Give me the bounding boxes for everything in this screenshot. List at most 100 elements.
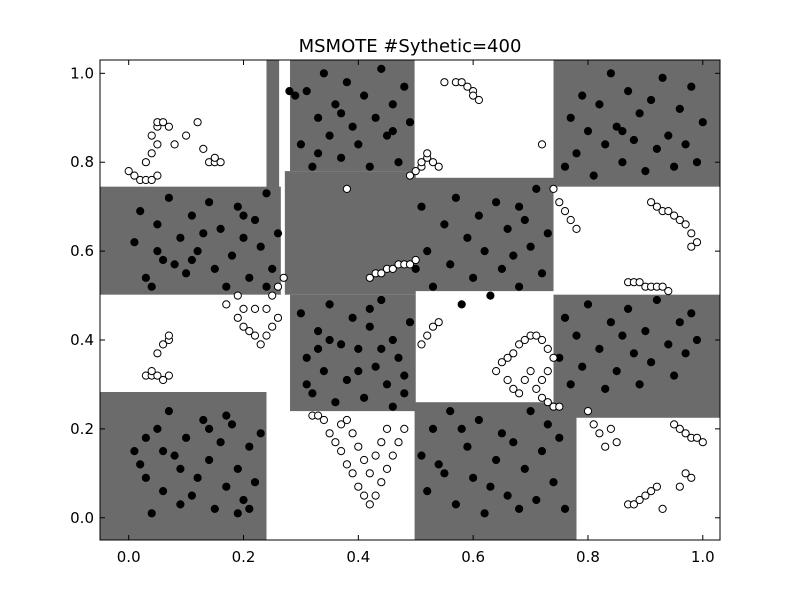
synthetic-point-132 (647, 198, 656, 207)
majority-point-82 (314, 149, 323, 158)
majority-point-169 (595, 100, 604, 109)
synthetic-point-38 (250, 331, 260, 340)
majority-point-128 (520, 215, 529, 225)
majority-point-175 (629, 135, 639, 145)
synthetic-point-0 (124, 167, 133, 176)
majority-point-74 (377, 64, 386, 74)
majority-point-202 (641, 327, 650, 336)
majority-point-201 (635, 380, 644, 389)
majority-point-154 (537, 447, 547, 456)
majority-point-68 (342, 78, 351, 87)
synthetic-point-27 (147, 367, 156, 376)
majority-point-119 (463, 233, 472, 242)
synthetic-point-28 (153, 349, 162, 358)
majority-point-135 (486, 291, 495, 300)
majority-point-120 (469, 273, 478, 282)
majority-point-141 (446, 407, 455, 416)
majority-point-183 (675, 104, 684, 114)
majority-point-136 (515, 202, 524, 211)
majority-point-143 (463, 442, 472, 451)
synthetic-point-31 (164, 331, 173, 340)
synthetic-point-168 (698, 438, 707, 447)
majority-point-159 (434, 460, 443, 469)
majority-point-126 (509, 251, 518, 260)
majority-point-199 (624, 304, 633, 313)
majority-point-168 (589, 171, 598, 180)
synthetic-point-125 (520, 375, 529, 385)
majority-point-94 (348, 313, 357, 322)
majority-point-63 (314, 113, 323, 122)
majority-point-26 (176, 464, 185, 473)
synthetic-point-53 (388, 264, 397, 273)
synthetic-point-51 (377, 269, 386, 278)
majority-point-30 (130, 238, 139, 247)
synthetic-point-37 (245, 327, 254, 336)
majority-point-104 (405, 318, 415, 327)
majority-point-161 (486, 482, 495, 491)
synthetic-point-57 (411, 255, 420, 265)
synthetic-point-105 (497, 358, 506, 367)
majority-point-140 (440, 469, 449, 478)
majority-point-173 (618, 158, 627, 167)
majority-point-58 (187, 255, 196, 265)
majority-point-167 (583, 127, 593, 136)
synthetic-point-149 (664, 287, 673, 296)
majority-point-17 (245, 442, 254, 451)
synthetic-point-8 (153, 140, 162, 149)
synthetic-point-15 (182, 131, 191, 140)
synthetic-point-96 (342, 415, 351, 425)
majority-point-41 (210, 264, 219, 273)
synthetic-point-25 (159, 375, 168, 385)
majority-point-210 (692, 335, 702, 345)
synthetic-point-170 (687, 473, 696, 482)
majority-point-28 (233, 509, 242, 518)
synthetic-point-124 (515, 389, 524, 398)
majority-point-39 (193, 247, 202, 256)
majority-point-156 (549, 478, 558, 487)
synthetic-point-116 (537, 375, 547, 385)
data-points (124, 64, 707, 518)
synthetic-point-58 (417, 340, 426, 349)
synthetic-point-101 (371, 451, 380, 460)
synthetic-point-119 (543, 398, 552, 407)
majority-point-162 (515, 504, 524, 513)
majority-point-84 (388, 127, 397, 136)
majority-point-34 (159, 255, 168, 265)
y-tick-label: 0.6 (70, 242, 94, 260)
synthetic-point-111 (532, 331, 541, 340)
synthetic-point-56 (405, 260, 415, 269)
majority-point-25 (141, 433, 150, 442)
majority-point-8 (193, 473, 202, 482)
majority-point-55 (273, 229, 283, 238)
majority-point-182 (670, 162, 679, 171)
majority-point-181 (664, 131, 673, 140)
synthetic-point-93 (394, 438, 403, 447)
majority-point-70 (354, 140, 363, 149)
synthetic-point-68 (428, 158, 438, 167)
synthetic-point-85 (348, 469, 357, 478)
majority-point-113 (417, 202, 426, 211)
majority-point-129 (526, 242, 535, 251)
majority-point-53 (222, 282, 231, 291)
majority-point-174 (624, 87, 633, 96)
x-axis: 0.0 0.2 0.4 0.6 0.8 1.0 (117, 60, 715, 566)
synthetic-point-16 (193, 118, 202, 127)
majority-point-83 (337, 109, 346, 118)
synthetic-point-47 (250, 304, 260, 313)
y-tick-label: 1.0 (70, 64, 94, 82)
minority-series (124, 78, 707, 513)
majority-point-121 (474, 211, 483, 220)
y-axis: 0.0 0.2 0.4 0.6 0.8 1.0 (70, 64, 720, 527)
x-tick-label: 0.0 (117, 548, 141, 566)
synthetic-point-67 (423, 149, 432, 158)
synthetic-point-133 (652, 202, 662, 211)
majority-point-185 (687, 82, 696, 91)
majority-point-188 (618, 127, 627, 136)
majority-point-134 (457, 300, 466, 309)
synthetic-point-104 (492, 367, 501, 376)
majority-point-106 (325, 335, 334, 345)
majority-point-151 (520, 464, 529, 473)
majority-point-164 (566, 113, 575, 122)
majority-point-15 (233, 464, 242, 473)
majority-point-29 (159, 447, 168, 456)
